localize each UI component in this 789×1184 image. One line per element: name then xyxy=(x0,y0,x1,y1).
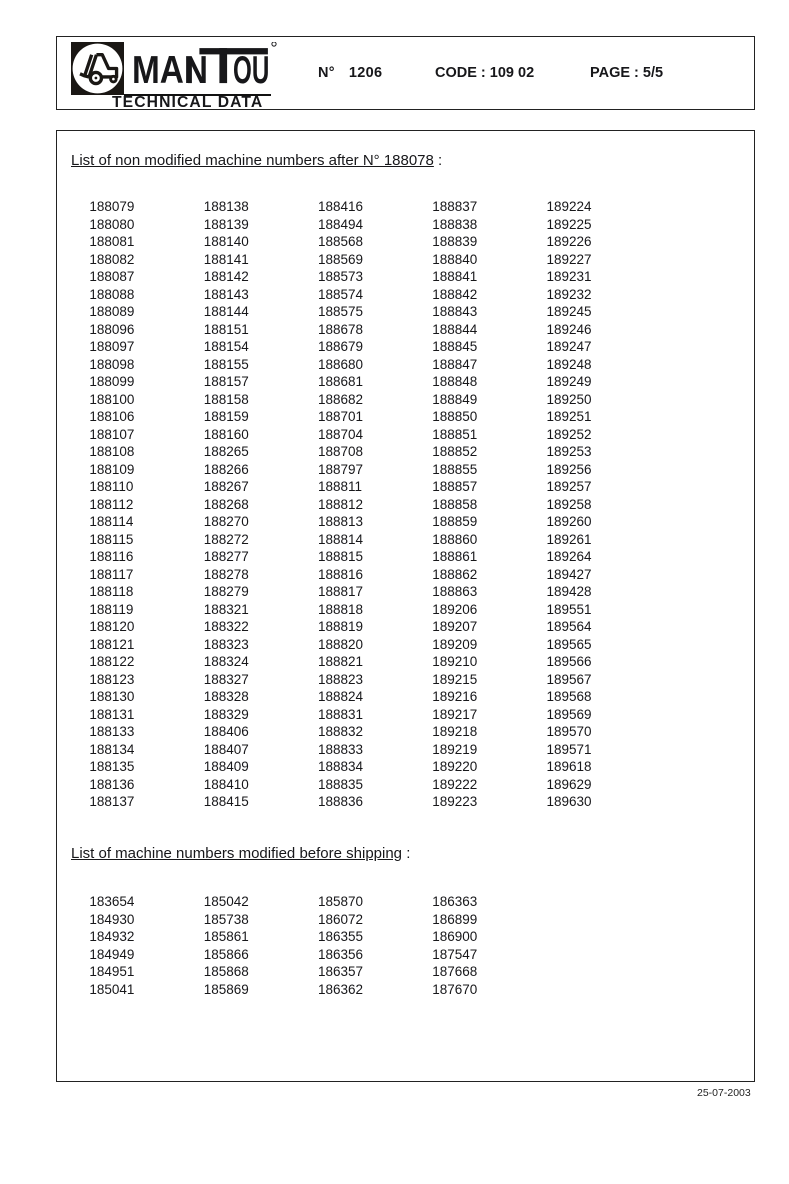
svg-text:OU: OU xyxy=(233,49,269,92)
svg-text:MAN: MAN xyxy=(132,49,208,92)
